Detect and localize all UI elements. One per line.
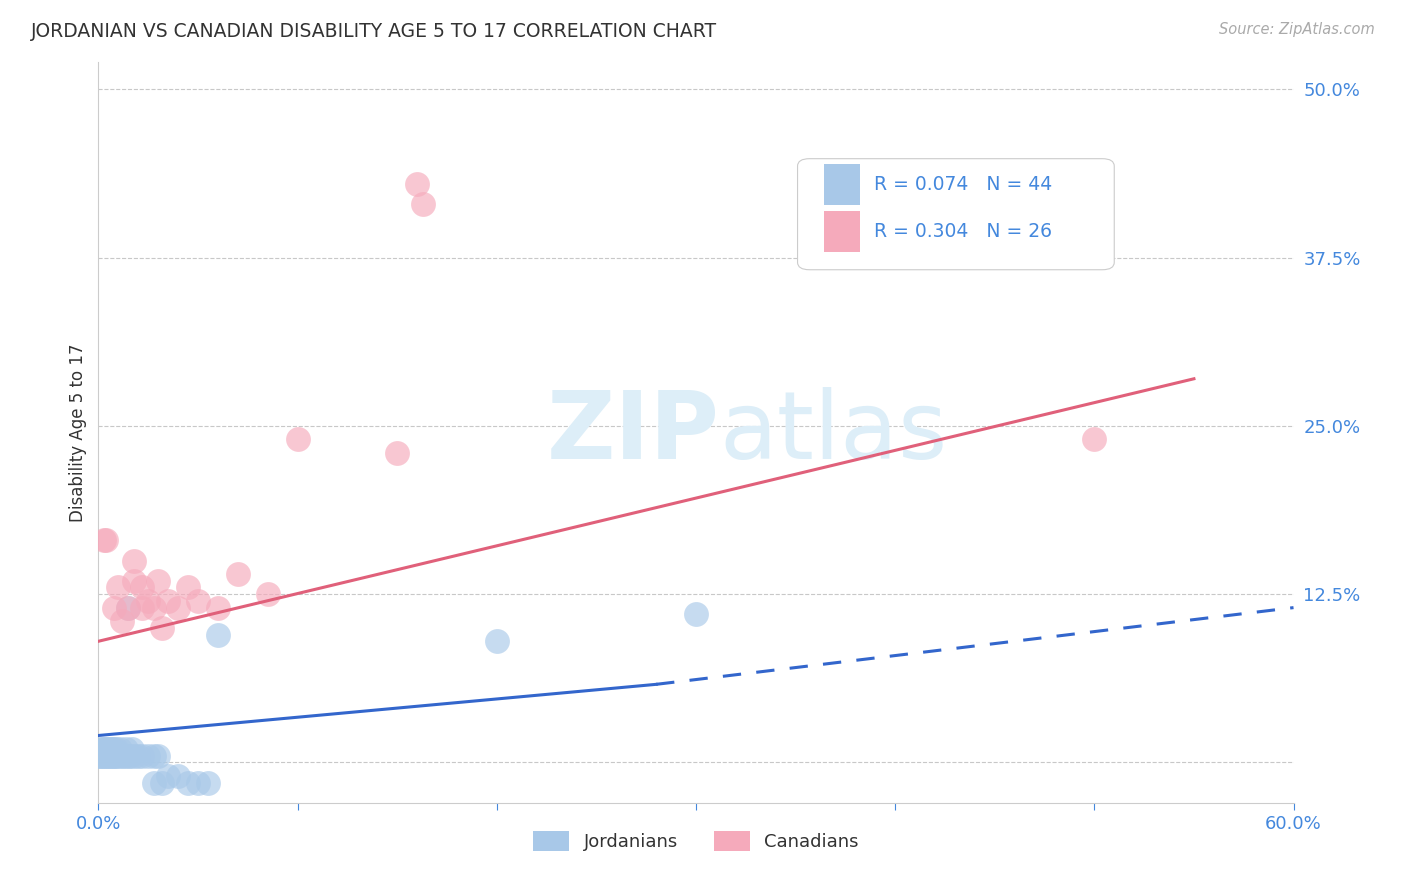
Point — [485, 634, 508, 648]
Point — [91, 748, 114, 763]
Point — [207, 627, 229, 641]
Point — [91, 742, 114, 756]
Point — [93, 742, 115, 756]
Point — [117, 748, 139, 763]
Legend: Jordanians, Canadians: Jordanians, Canadians — [524, 822, 868, 861]
Point — [111, 748, 134, 763]
Y-axis label: Disability Age 5 to 17: Disability Age 5 to 17 — [69, 343, 87, 522]
Point — [226, 566, 249, 581]
Point — [107, 748, 129, 763]
Point — [124, 574, 146, 588]
Point — [136, 748, 159, 763]
Point — [167, 769, 190, 783]
Point — [98, 748, 122, 763]
Text: atlas: atlas — [720, 386, 948, 479]
Point — [124, 748, 146, 763]
Point — [157, 769, 180, 783]
Point — [115, 742, 138, 756]
Point — [96, 742, 118, 756]
Point — [143, 775, 166, 789]
Point — [101, 748, 124, 763]
Point — [103, 748, 125, 763]
Point — [385, 446, 409, 460]
Point — [111, 614, 134, 628]
Point — [101, 742, 124, 756]
Text: Source: ZipAtlas.com: Source: ZipAtlas.com — [1219, 22, 1375, 37]
Point — [112, 748, 135, 763]
Point — [103, 742, 125, 756]
Text: R = 0.304   N = 26: R = 0.304 N = 26 — [875, 222, 1052, 241]
Point — [105, 742, 128, 756]
Point — [143, 748, 166, 763]
Point — [150, 775, 173, 789]
Point — [89, 742, 111, 756]
Point — [177, 581, 200, 595]
Text: JORDANIAN VS CANADIAN DISABILITY AGE 5 TO 17 CORRELATION CHART: JORDANIAN VS CANADIAN DISABILITY AGE 5 T… — [31, 22, 717, 41]
Point — [93, 533, 115, 548]
Point — [105, 748, 128, 763]
FancyBboxPatch shape — [824, 164, 859, 205]
Point — [117, 600, 139, 615]
Point — [131, 748, 153, 763]
Point — [148, 574, 170, 588]
Point — [96, 533, 118, 548]
Point — [157, 594, 180, 608]
Point — [87, 748, 110, 763]
Point — [110, 742, 132, 756]
Point — [136, 594, 159, 608]
Point — [197, 775, 219, 789]
Point — [97, 742, 120, 756]
Text: R = 0.074   N = 44: R = 0.074 N = 44 — [875, 175, 1052, 194]
Point — [406, 177, 429, 191]
Point — [256, 587, 278, 601]
Point — [1083, 433, 1105, 447]
Point — [131, 581, 153, 595]
Point — [97, 748, 120, 763]
FancyBboxPatch shape — [797, 159, 1115, 269]
Point — [167, 600, 190, 615]
Point — [287, 433, 309, 447]
Point — [117, 600, 139, 615]
Point — [148, 748, 170, 763]
Point — [187, 775, 209, 789]
Point — [96, 748, 118, 763]
Point — [121, 742, 143, 756]
Point — [177, 775, 200, 789]
Point — [107, 581, 129, 595]
Point — [412, 196, 434, 211]
Point — [89, 748, 111, 763]
Point — [187, 594, 209, 608]
Point — [120, 748, 142, 763]
Point — [685, 607, 707, 622]
Point — [127, 748, 149, 763]
Point — [150, 621, 173, 635]
Point — [143, 600, 166, 615]
FancyBboxPatch shape — [824, 211, 859, 252]
Text: ZIP: ZIP — [547, 386, 720, 479]
Point — [207, 600, 229, 615]
Point — [93, 748, 115, 763]
Point — [124, 553, 146, 567]
Point — [131, 600, 153, 615]
Point — [98, 742, 122, 756]
Point — [103, 600, 125, 615]
